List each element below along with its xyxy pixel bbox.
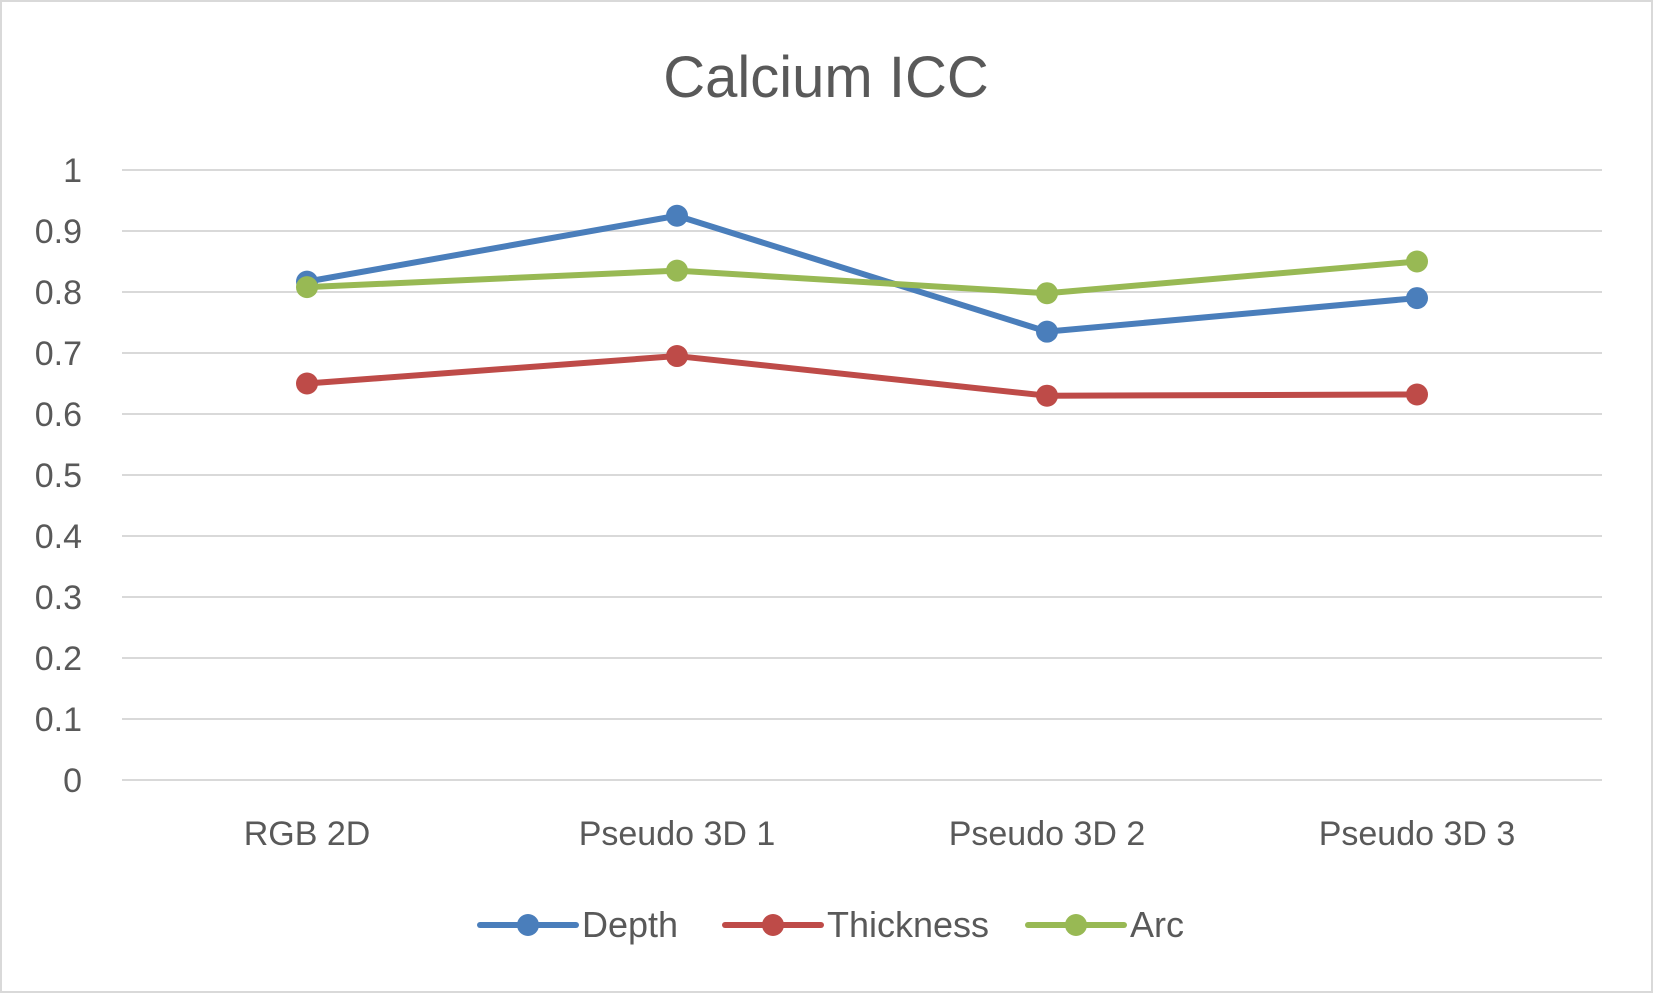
legend-marker — [1065, 914, 1087, 936]
y-tick-label: 1 — [63, 152, 82, 190]
data-point — [1036, 282, 1058, 305]
legend-marker — [517, 914, 539, 936]
legend-label: Depth — [582, 904, 678, 945]
x-tick-label: Pseudo 3D 1 — [579, 815, 776, 853]
series-group — [296, 250, 1428, 305]
y-tick-label: 0.3 — [35, 579, 82, 617]
legend: Depth Thickness Arc — [477, 904, 1184, 945]
data-point — [296, 276, 318, 299]
y-tick-label: 0.6 — [35, 396, 82, 434]
y-tick-label: 0.4 — [35, 518, 82, 556]
y-axis-ticks: 0 0.1 0.2 0.3 0.4 0.5 0.6 0.7 0.8 0.9 1 — [35, 152, 82, 800]
series-group — [296, 345, 1428, 407]
y-tick-label: 0.1 — [35, 701, 82, 739]
x-tick-label: Pseudo 3D 2 — [949, 815, 1146, 853]
y-tick-label: 0 — [63, 762, 82, 800]
y-tick-label: 0.9 — [35, 213, 82, 251]
data-point — [666, 259, 688, 282]
legend-item: Thickness — [722, 904, 989, 945]
data-point — [1406, 287, 1428, 310]
y-tick-label: 0.7 — [35, 335, 82, 373]
legend-label: Thickness — [827, 904, 989, 945]
legend-item: Arc — [1025, 904, 1184, 945]
y-tick-label: 0.5 — [35, 457, 82, 495]
series-lines — [296, 204, 1428, 407]
y-tick-label: 0.2 — [35, 640, 82, 678]
legend-marker — [762, 914, 784, 936]
data-point — [1406, 383, 1428, 406]
series-line — [304, 258, 1420, 297]
data-point — [1406, 250, 1428, 273]
legend-item: Depth — [477, 904, 678, 945]
gridlines — [122, 169, 1602, 781]
data-point — [296, 372, 318, 395]
series-line — [304, 353, 1420, 399]
chart-title: Calcium ICC — [663, 45, 989, 110]
series-line — [304, 212, 1420, 335]
x-tick-label: RGB 2D — [244, 815, 371, 853]
data-point — [666, 345, 688, 368]
data-point — [1036, 320, 1058, 343]
x-tick-label: Pseudo 3D 3 — [1319, 815, 1516, 853]
legend-label: Arc — [1130, 904, 1184, 945]
data-point — [1036, 384, 1058, 407]
y-tick-label: 0.8 — [35, 274, 82, 312]
x-axis-ticks: RGB 2D Pseudo 3D 1 Pseudo 3D 2 Pseudo 3D 3 — [244, 815, 1516, 853]
data-point — [666, 204, 688, 227]
